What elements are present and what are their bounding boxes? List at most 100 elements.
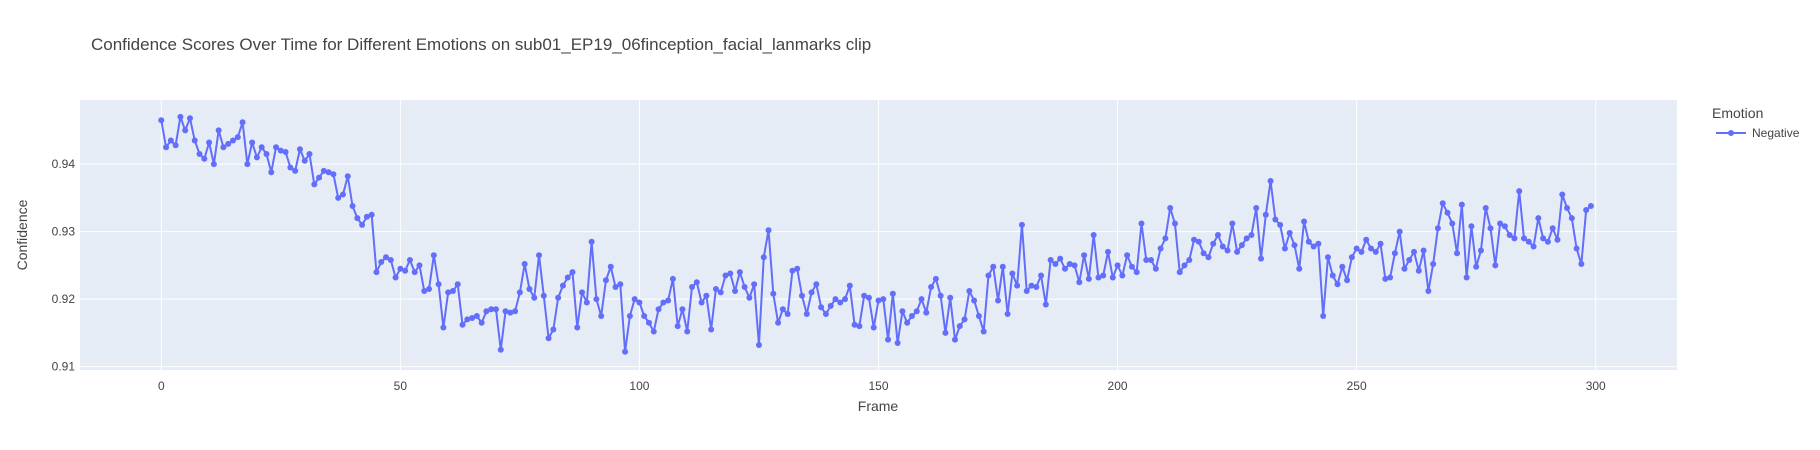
data-point[interactable] <box>765 227 772 234</box>
data-point[interactable] <box>995 297 1002 304</box>
data-point[interactable] <box>1535 215 1542 222</box>
data-point[interactable] <box>1511 235 1518 242</box>
data-point[interactable] <box>196 151 203 157</box>
data-point[interactable] <box>1200 250 1207 257</box>
data-point[interactable] <box>1463 274 1470 281</box>
data-point[interactable] <box>602 277 609 284</box>
data-point[interactable] <box>406 256 413 263</box>
data-point[interactable] <box>980 328 987 335</box>
data-point[interactable] <box>1100 272 1107 279</box>
data-point[interactable] <box>1439 200 1446 207</box>
data-point[interactable] <box>1401 265 1408 272</box>
data-point[interactable] <box>1124 252 1131 259</box>
data-point[interactable] <box>287 164 294 171</box>
data-point[interactable] <box>469 315 476 322</box>
data-point[interactable] <box>607 263 614 270</box>
data-point[interactable] <box>512 308 519 315</box>
data-point[interactable] <box>1277 221 1284 228</box>
data-point[interactable] <box>856 323 863 330</box>
data-point[interactable] <box>430 252 437 259</box>
data-point[interactable] <box>1205 254 1212 261</box>
data-point[interactable] <box>1425 288 1432 295</box>
data-point[interactable] <box>540 292 547 299</box>
data-point[interactable] <box>641 313 648 319</box>
data-point[interactable] <box>1549 225 1556 232</box>
data-point[interactable] <box>1387 274 1394 281</box>
data-point[interactable] <box>521 261 528 268</box>
data-point[interactable] <box>1468 223 1475 230</box>
data-point[interactable] <box>665 297 672 304</box>
data-point[interactable] <box>464 316 471 323</box>
data-point[interactable] <box>908 313 915 319</box>
data-point[interactable] <box>947 294 954 301</box>
data-point[interactable] <box>488 306 495 313</box>
data-point[interactable] <box>669 275 676 282</box>
data-point[interactable] <box>851 321 858 328</box>
data-point[interactable] <box>363 213 370 220</box>
data-point[interactable] <box>999 263 1006 270</box>
data-point[interactable] <box>1243 235 1250 242</box>
data-point[interactable] <box>1492 262 1499 269</box>
data-point[interactable] <box>1449 220 1456 227</box>
data-point[interactable] <box>1018 221 1025 228</box>
data-point[interactable] <box>1525 238 1532 245</box>
data-point[interactable] <box>201 155 208 162</box>
data-point[interactable] <box>966 288 973 295</box>
data-point[interactable] <box>320 167 327 174</box>
data-point[interactable] <box>244 161 251 168</box>
data-point[interactable] <box>574 324 581 331</box>
data-point[interactable] <box>1262 211 1269 218</box>
data-point[interactable] <box>1186 256 1193 263</box>
data-point[interactable] <box>330 171 337 178</box>
data-point[interactable] <box>555 294 562 301</box>
data-point[interactable] <box>397 265 404 272</box>
data-point[interactable] <box>373 269 380 276</box>
data-point[interactable] <box>1281 245 1288 252</box>
data-point[interactable] <box>1573 245 1580 252</box>
data-point[interactable] <box>1210 240 1217 247</box>
data-point[interactable] <box>822 310 829 317</box>
data-point[interactable] <box>1444 209 1451 216</box>
data-point[interactable] <box>1587 202 1594 209</box>
data-point[interactable] <box>502 308 509 315</box>
data-point[interactable] <box>167 137 174 144</box>
data-point[interactable] <box>1367 245 1374 252</box>
data-point[interactable] <box>1033 283 1040 290</box>
data-point[interactable] <box>1430 261 1437 268</box>
data-point[interactable] <box>1272 216 1279 223</box>
data-point[interactable] <box>1081 252 1088 259</box>
data-point[interactable] <box>1305 238 1312 245</box>
data-point[interactable] <box>899 308 906 315</box>
legend-item-negative[interactable]: Negative <box>1716 126 1800 140</box>
data-point[interactable] <box>760 254 767 261</box>
data-point[interactable] <box>392 274 399 281</box>
data-point[interactable] <box>1191 236 1198 243</box>
data-point[interactable] <box>751 281 758 288</box>
data-point[interactable] <box>507 309 514 316</box>
data-point[interactable] <box>693 279 700 286</box>
data-point[interactable] <box>808 289 815 296</box>
data-point[interactable] <box>497 346 504 353</box>
data-point[interactable] <box>1358 248 1365 255</box>
data-point[interactable] <box>579 289 586 296</box>
data-point[interactable] <box>1248 232 1255 238</box>
data-point[interactable] <box>459 321 466 328</box>
data-point[interactable] <box>1090 232 1097 238</box>
data-point[interactable] <box>1267 178 1274 184</box>
data-point[interactable] <box>383 254 390 261</box>
data-point[interactable] <box>1564 205 1571 211</box>
data-point[interactable] <box>1320 313 1327 319</box>
data-point[interactable] <box>177 113 184 120</box>
data-point[interactable] <box>1482 205 1489 211</box>
data-point[interactable] <box>861 292 868 299</box>
data-point[interactable] <box>1071 262 1078 269</box>
data-point[interactable] <box>1520 235 1527 242</box>
data-point[interactable] <box>813 281 820 288</box>
data-point[interactable] <box>239 119 246 126</box>
data-point[interactable] <box>794 265 801 272</box>
data-point[interactable] <box>775 319 782 326</box>
data-point[interactable] <box>842 296 849 303</box>
data-point[interactable] <box>1296 265 1303 272</box>
data-point[interactable] <box>1253 205 1260 211</box>
data-point[interactable] <box>1148 256 1155 263</box>
